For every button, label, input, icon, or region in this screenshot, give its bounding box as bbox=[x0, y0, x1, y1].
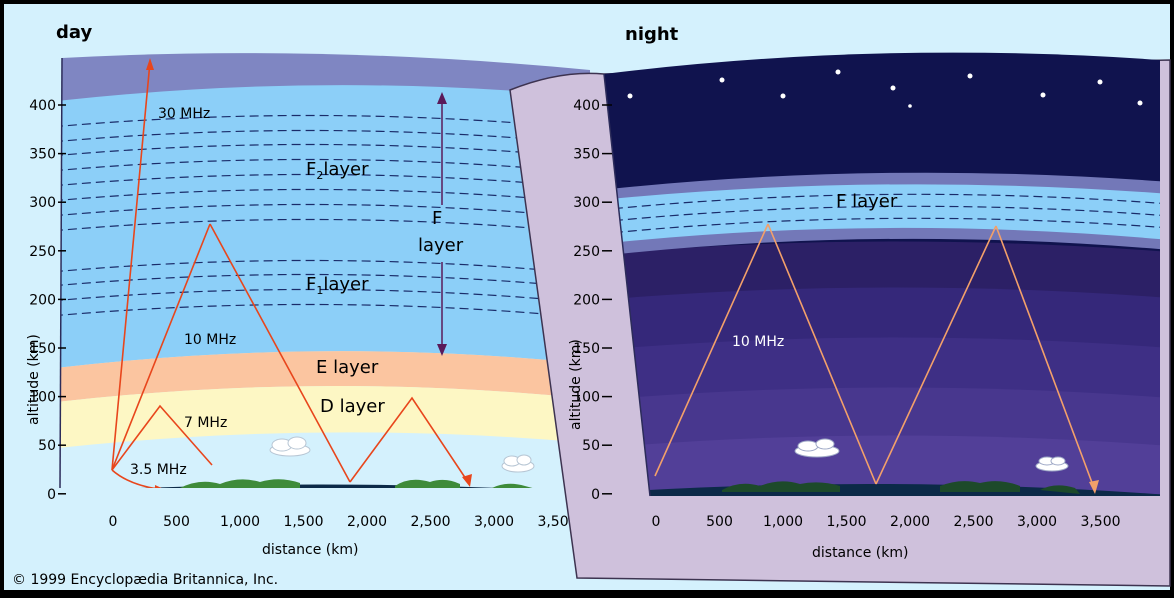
day-f1-dashes bbox=[60, 259, 590, 320]
day-d-label: D layer bbox=[320, 396, 385, 417]
night-x-tick-label: 1,500 bbox=[826, 514, 866, 530]
night-ray-down-1 bbox=[767, 223, 877, 485]
night-freq-10mhz: 10 MHz bbox=[732, 334, 784, 350]
freq-7mhz: 7 MHz bbox=[184, 415, 227, 431]
night-y-tick-label: 100 bbox=[573, 390, 600, 406]
night-cloud-1 bbox=[794, 438, 840, 458]
copyright: © 1999 Encyclopædia Britannica, Inc. bbox=[12, 572, 278, 588]
freq-3-5mhz: 3.5 MHz bbox=[130, 462, 187, 478]
day-x-tick-label: 500 bbox=[163, 514, 190, 530]
night-ray-arrow bbox=[1089, 480, 1099, 494]
day-x-tick-label: 3,500 bbox=[537, 514, 577, 530]
day-y-tick-label: 350 bbox=[29, 147, 56, 163]
night-f-dashes bbox=[604, 193, 1160, 235]
day-cloud-1 bbox=[269, 436, 311, 457]
night-ray-up-1 bbox=[654, 223, 769, 477]
night-f-label: F layer bbox=[836, 191, 898, 212]
f-span-arrow-top bbox=[437, 92, 447, 104]
day-f2-label: F2layer bbox=[306, 159, 369, 182]
day-layer-word: layer bbox=[418, 235, 464, 256]
day-left-edge bbox=[59, 57, 63, 489]
day-y-axis-label: altitude (km) bbox=[26, 334, 42, 425]
ray-10mhz-up bbox=[111, 223, 211, 471]
night-y-tick-label: 150 bbox=[573, 341, 600, 357]
night-x-tick-label: 1,000 bbox=[763, 514, 803, 530]
day-x-tick-label: 3,000 bbox=[474, 514, 514, 530]
day-vegetation bbox=[180, 479, 540, 488]
day-x-tick-label: 2,500 bbox=[410, 514, 450, 530]
day-e-layer bbox=[60, 351, 590, 404]
night-cloud-2 bbox=[1035, 456, 1069, 472]
day-y-tick-label: 300 bbox=[29, 195, 56, 211]
day-cloud-2 bbox=[501, 454, 535, 473]
night-x-tick-label: 2,500 bbox=[953, 514, 993, 530]
ray-7mhz bbox=[111, 404, 213, 471]
night-y-tick-label: 250 bbox=[573, 244, 600, 260]
night-x-axis-label: distance (km) bbox=[812, 545, 908, 561]
day-y-tick-label: 100 bbox=[29, 390, 56, 406]
arrow-7mhz bbox=[462, 474, 472, 487]
day-d-layer bbox=[60, 385, 590, 450]
f-span-arrow-bottom bbox=[437, 344, 447, 356]
night-radio-rays bbox=[654, 223, 1095, 489]
night-y-tick-label: 0 bbox=[591, 487, 600, 503]
night-y-tick-label: 400 bbox=[573, 98, 600, 114]
day-y-tick-label: 50 bbox=[38, 438, 56, 454]
ray-3-5mhz bbox=[111, 469, 166, 488]
day-f1-label: F1layer bbox=[306, 274, 369, 297]
night-ray-up-2 bbox=[875, 225, 997, 485]
day-x-tick-label: 1,500 bbox=[283, 514, 323, 530]
day-e-label: E layer bbox=[316, 357, 379, 378]
day-y-tick-label: 200 bbox=[29, 292, 56, 308]
day-x-tick-label: 0 bbox=[109, 514, 118, 530]
day-y-tick-label: 250 bbox=[29, 244, 56, 260]
night-y-axis-label: altitude (km) bbox=[568, 339, 584, 430]
night-y-tick-label: 50 bbox=[582, 438, 600, 454]
freq-30mhz: 30 MHz bbox=[158, 106, 210, 122]
night-ray-down-2 bbox=[995, 225, 1095, 489]
night-y-tick-label: 200 bbox=[573, 292, 600, 308]
night-left-edge bbox=[603, 73, 651, 497]
night-x-tick-label: 3,000 bbox=[1017, 514, 1057, 530]
night-stars bbox=[627, 69, 1143, 108]
day-x-tick-label: 1,000 bbox=[220, 514, 260, 530]
day-title: day bbox=[56, 22, 92, 43]
freq-10mhz: 10 MHz bbox=[184, 332, 236, 348]
day-x-axis-label: distance (km) bbox=[262, 542, 358, 558]
night-y-tick-label: 350 bbox=[573, 147, 600, 163]
night-title: night bbox=[625, 24, 679, 45]
night-x-tick-label: 3,500 bbox=[1080, 514, 1120, 530]
arrow-3-5mhz bbox=[155, 485, 166, 488]
ray-10mhz-down bbox=[209, 223, 351, 483]
night-y-tick-label: 300 bbox=[573, 195, 600, 211]
day-x-tick-label: 2,000 bbox=[347, 514, 387, 530]
ray-7mhz-2 bbox=[349, 396, 469, 483]
day-f-label: F bbox=[432, 208, 442, 229]
day-y-tick-label: 0 bbox=[47, 487, 56, 503]
night-vegetation bbox=[722, 481, 1080, 494]
day-y-tick-label: 400 bbox=[29, 98, 56, 114]
night-x-tick-label: 2,000 bbox=[890, 514, 930, 530]
night-x-tick-label: 500 bbox=[706, 514, 733, 530]
day-radio-rays bbox=[111, 61, 469, 488]
arrow-30mhz bbox=[146, 58, 154, 70]
night-x-tick-label: 0 bbox=[652, 514, 661, 530]
ray-30mhz bbox=[111, 61, 151, 471]
day-y-tick-label: 150 bbox=[29, 341, 56, 357]
